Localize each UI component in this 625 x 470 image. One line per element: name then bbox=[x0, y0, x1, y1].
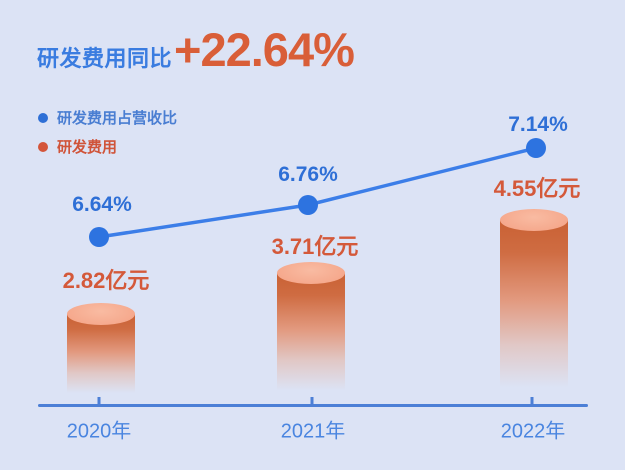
ratio-label-2020: 6.64% bbox=[72, 193, 132, 216]
x-axis-line bbox=[38, 404, 588, 407]
bar-2021-body bbox=[277, 273, 345, 398]
bar-2022-body bbox=[500, 220, 568, 398]
bar-2022-top-ellipse bbox=[500, 209, 568, 231]
bar-2021-top-ellipse bbox=[277, 262, 345, 284]
legend-orange-dot-icon bbox=[38, 141, 48, 152]
ratio-point-2021 bbox=[298, 195, 318, 215]
growth-value: +22.64% bbox=[174, 23, 355, 76]
ratio-point-2022 bbox=[526, 138, 546, 158]
bar-2020 bbox=[67, 303, 135, 398]
legend-label-ratio: 研发费用占营收比 bbox=[57, 110, 178, 127]
expense-label-2022: 4.55亿元 bbox=[493, 176, 581, 201]
legend-item-ratio: 研发费用占营收比 bbox=[38, 107, 177, 128]
ratio-label-2021: 6.76% bbox=[278, 163, 338, 186]
ratio-point-2020 bbox=[89, 227, 109, 247]
bar-2020-top-ellipse bbox=[67, 303, 135, 325]
title-label: 研发费用同比 bbox=[37, 46, 173, 71]
bar-2022 bbox=[500, 209, 568, 398]
bar-2021 bbox=[277, 262, 345, 398]
x-axis-label-2020: 2020年 bbox=[66, 420, 132, 443]
x-axis-label-2022: 2022年 bbox=[500, 420, 566, 443]
expense-label-2020: 2.82亿元 bbox=[62, 268, 150, 293]
bar-2020-body bbox=[67, 314, 135, 398]
x-axis-tick-2021 bbox=[310, 397, 314, 405]
expense-label-2021: 3.71亿元 bbox=[271, 234, 359, 259]
x-axis-tick-2022 bbox=[530, 397, 534, 405]
legend-blue-dot-icon bbox=[38, 112, 48, 123]
ratio-label-2022: 7.14% bbox=[508, 113, 568, 136]
page-title: 研发费用同比 +22.64% bbox=[37, 23, 355, 76]
x-axis-tick-2020 bbox=[97, 397, 101, 405]
x-axis-label-2021: 2021年 bbox=[280, 420, 346, 443]
